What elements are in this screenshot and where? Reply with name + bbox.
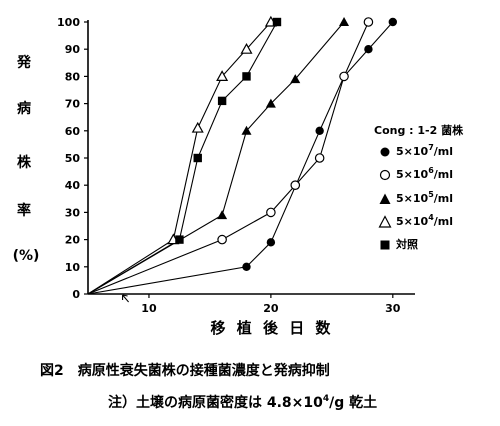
series-line-3 [87,21,345,295]
series-line-4 [87,21,272,295]
y-tick-label: 100 [57,16,80,29]
series-line-5 [87,21,278,295]
x-tick-label: 20 [263,302,279,315]
data-point-series-1 [266,238,276,247]
chart-axes [87,20,415,295]
y-axis-label-char-1: 発 [17,55,31,71]
data-point-series-2 [266,207,276,218]
y-tick-label: 50 [65,152,81,165]
data-point-series-4 [216,70,229,82]
legend-title: Cong : 1-2 菌株 [374,124,464,137]
filled-circle-icon [380,147,390,157]
data-point-series-1 [315,126,324,135]
x-tick-label: 10 [141,302,157,315]
y-tick-label: 20 [65,234,81,247]
figure-caption: 図2 病原性衰失菌株の接種菌濃度と発病抑制 [40,363,330,379]
chart-ticks: 0 10 20 30 40 50 60 70 80 90 100 10 20 30 [57,16,401,315]
y-tick-label: 40 [65,179,81,192]
data-point-series-1 [388,17,398,27]
data-point-series-5 [193,153,202,163]
data-point-series-2 [314,153,325,163]
y-tick-label: 70 [65,98,81,111]
data-point-series-3 [290,74,301,84]
chart-markers [167,15,398,271]
data-point-series-3 [217,210,228,220]
data-point-series-1 [242,262,251,271]
data-point-series-3 [265,98,276,108]
y-axis-label-char-3: 株 [17,155,31,171]
y-tick-label: 60 [65,125,81,138]
x-axis-label: 移 植 後 日 数 [211,319,334,337]
y-axis-label-char-2: 病 [17,101,31,117]
data-point-series-3 [339,17,350,26]
y-tick-label: 90 [65,43,81,56]
data-point-series-4 [191,121,204,133]
y-tick-label: 10 [65,261,81,274]
figure-note: 注）土壌の病原菌密度は 4.8×104/g 乾土 [108,394,378,412]
y-tick-label: 0 [72,288,80,301]
y-axis-unit: (%) [12,248,40,264]
data-point-series-2 [363,17,374,27]
series-line-1 [87,21,394,295]
data-point-series-2 [290,180,301,190]
data-point-series-5 [242,72,251,81]
y-tick-label: 30 [65,206,81,219]
open-circle-icon [379,169,391,181]
data-point-series-3 [241,125,252,135]
data-point-series-5 [272,17,282,27]
data-point-series-5 [217,96,227,106]
y-tick-label: 80 [65,70,81,83]
x-axis-arrow-mark [122,294,129,303]
data-point-series-4 [240,42,253,54]
x-tick-label: 30 [385,302,401,315]
chart-series-lines [87,21,394,295]
open-triangle-icon [378,215,392,228]
series-line-2 [87,21,369,295]
data-point-series-2 [339,71,349,82]
filled-triangle-icon [379,193,391,204]
filled-square-icon [380,240,390,250]
data-point-series-2 [217,234,227,245]
data-point-series-1 [364,45,373,54]
y-axis-label-char-4: 率 [17,203,31,219]
data-point-series-5 [175,235,184,244]
